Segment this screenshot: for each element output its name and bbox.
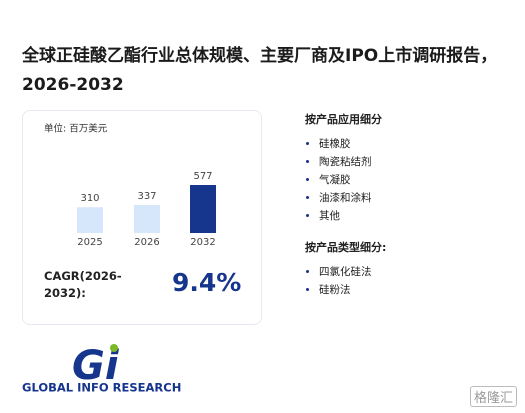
section-item: 硅橡胶: [319, 135, 505, 153]
logo: Gi GLOBAL INFO RESEARCH: [22, 343, 181, 395]
section-heading: 按产品应用细分: [305, 113, 382, 126]
bar: [134, 204, 160, 233]
cagr-label-line: CAGR(2026-: [44, 269, 122, 283]
section-item: 四氯化硅法: [319, 263, 505, 281]
cagr-label: CAGR(2026- 2032):: [44, 268, 122, 302]
section-item: 油漆和涂料: [319, 189, 505, 207]
segments: 按产品应用细分硅橡胶陶瓷粘结剂气凝胶油漆和涂料其他按产品类型细分: 四氯化硅法硅粉…: [305, 111, 505, 313]
section-item: 陶瓷粘结剂: [319, 153, 505, 171]
section-list: 四氯化硅法硅粉法: [305, 263, 505, 299]
value-label: 310: [80, 193, 99, 204]
value-label: 577: [193, 171, 212, 182]
section-item: 气凝胶: [319, 171, 505, 189]
section-item: 其他: [319, 207, 505, 225]
section-list: 硅橡胶陶瓷粘结剂气凝胶油漆和涂料其他: [305, 135, 505, 225]
section-item: 硅粉法: [319, 281, 505, 299]
logo-text: GLOBAL INFO RESEARCH: [22, 381, 181, 395]
report-title: 全球正硅酸乙酯行业总体规模、主要厂商及IPO上市调研报告，2026-2032: [22, 46, 498, 95]
x-tick-label: 2026: [134, 237, 159, 248]
watermark: 格隆汇: [469, 386, 517, 407]
bar: [190, 185, 216, 233]
cagr-value: 9.4%: [172, 268, 242, 297]
x-tick-label: 2025: [77, 237, 102, 248]
section: 按产品类型细分: 四氯化硅法硅粉法: [305, 239, 505, 299]
section: 按产品应用细分硅橡胶陶瓷粘结剂气凝胶油漆和涂料其他: [305, 111, 505, 225]
logo-dot: [110, 344, 118, 352]
cagr-label-line: 2032):: [44, 286, 86, 300]
bar: [77, 207, 103, 233]
value-label: 337: [137, 191, 156, 202]
chart-card: [22, 110, 262, 325]
section-heading: 按产品类型细分:: [305, 241, 387, 254]
unit-label: 单位: 百万美元: [44, 123, 108, 135]
x-tick-label: 2032: [190, 237, 215, 248]
